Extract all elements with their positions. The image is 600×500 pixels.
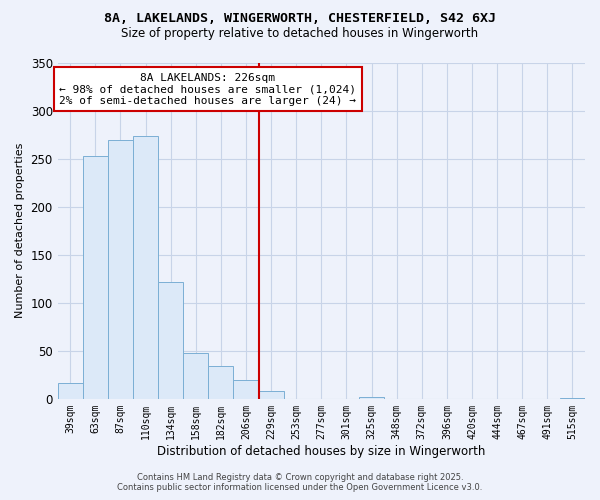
Text: Size of property relative to detached houses in Wingerworth: Size of property relative to detached ho… [121, 28, 479, 40]
Bar [183, 352, 208, 399]
Bar [83, 156, 108, 399]
Bar [259, 391, 284, 399]
Y-axis label: Number of detached properties: Number of detached properties [15, 143, 25, 318]
Bar [58, 384, 83, 399]
Bar [233, 380, 259, 399]
Text: Contains HM Land Registry data © Crown copyright and database right 2025.
Contai: Contains HM Land Registry data © Crown c… [118, 473, 482, 492]
Bar [359, 397, 384, 399]
Bar [108, 140, 133, 399]
Bar [208, 366, 233, 399]
Text: 8A LAKELANDS: 226sqm
← 98% of detached houses are smaller (1,024)
2% of semi-det: 8A LAKELANDS: 226sqm ← 98% of detached h… [59, 72, 356, 106]
Bar [560, 398, 585, 399]
Bar [158, 282, 183, 399]
Bar [133, 136, 158, 399]
Text: 8A, LAKELANDS, WINGERWORTH, CHESTERFIELD, S42 6XJ: 8A, LAKELANDS, WINGERWORTH, CHESTERFIELD… [104, 12, 496, 26]
X-axis label: Distribution of detached houses by size in Wingerworth: Distribution of detached houses by size … [157, 444, 485, 458]
